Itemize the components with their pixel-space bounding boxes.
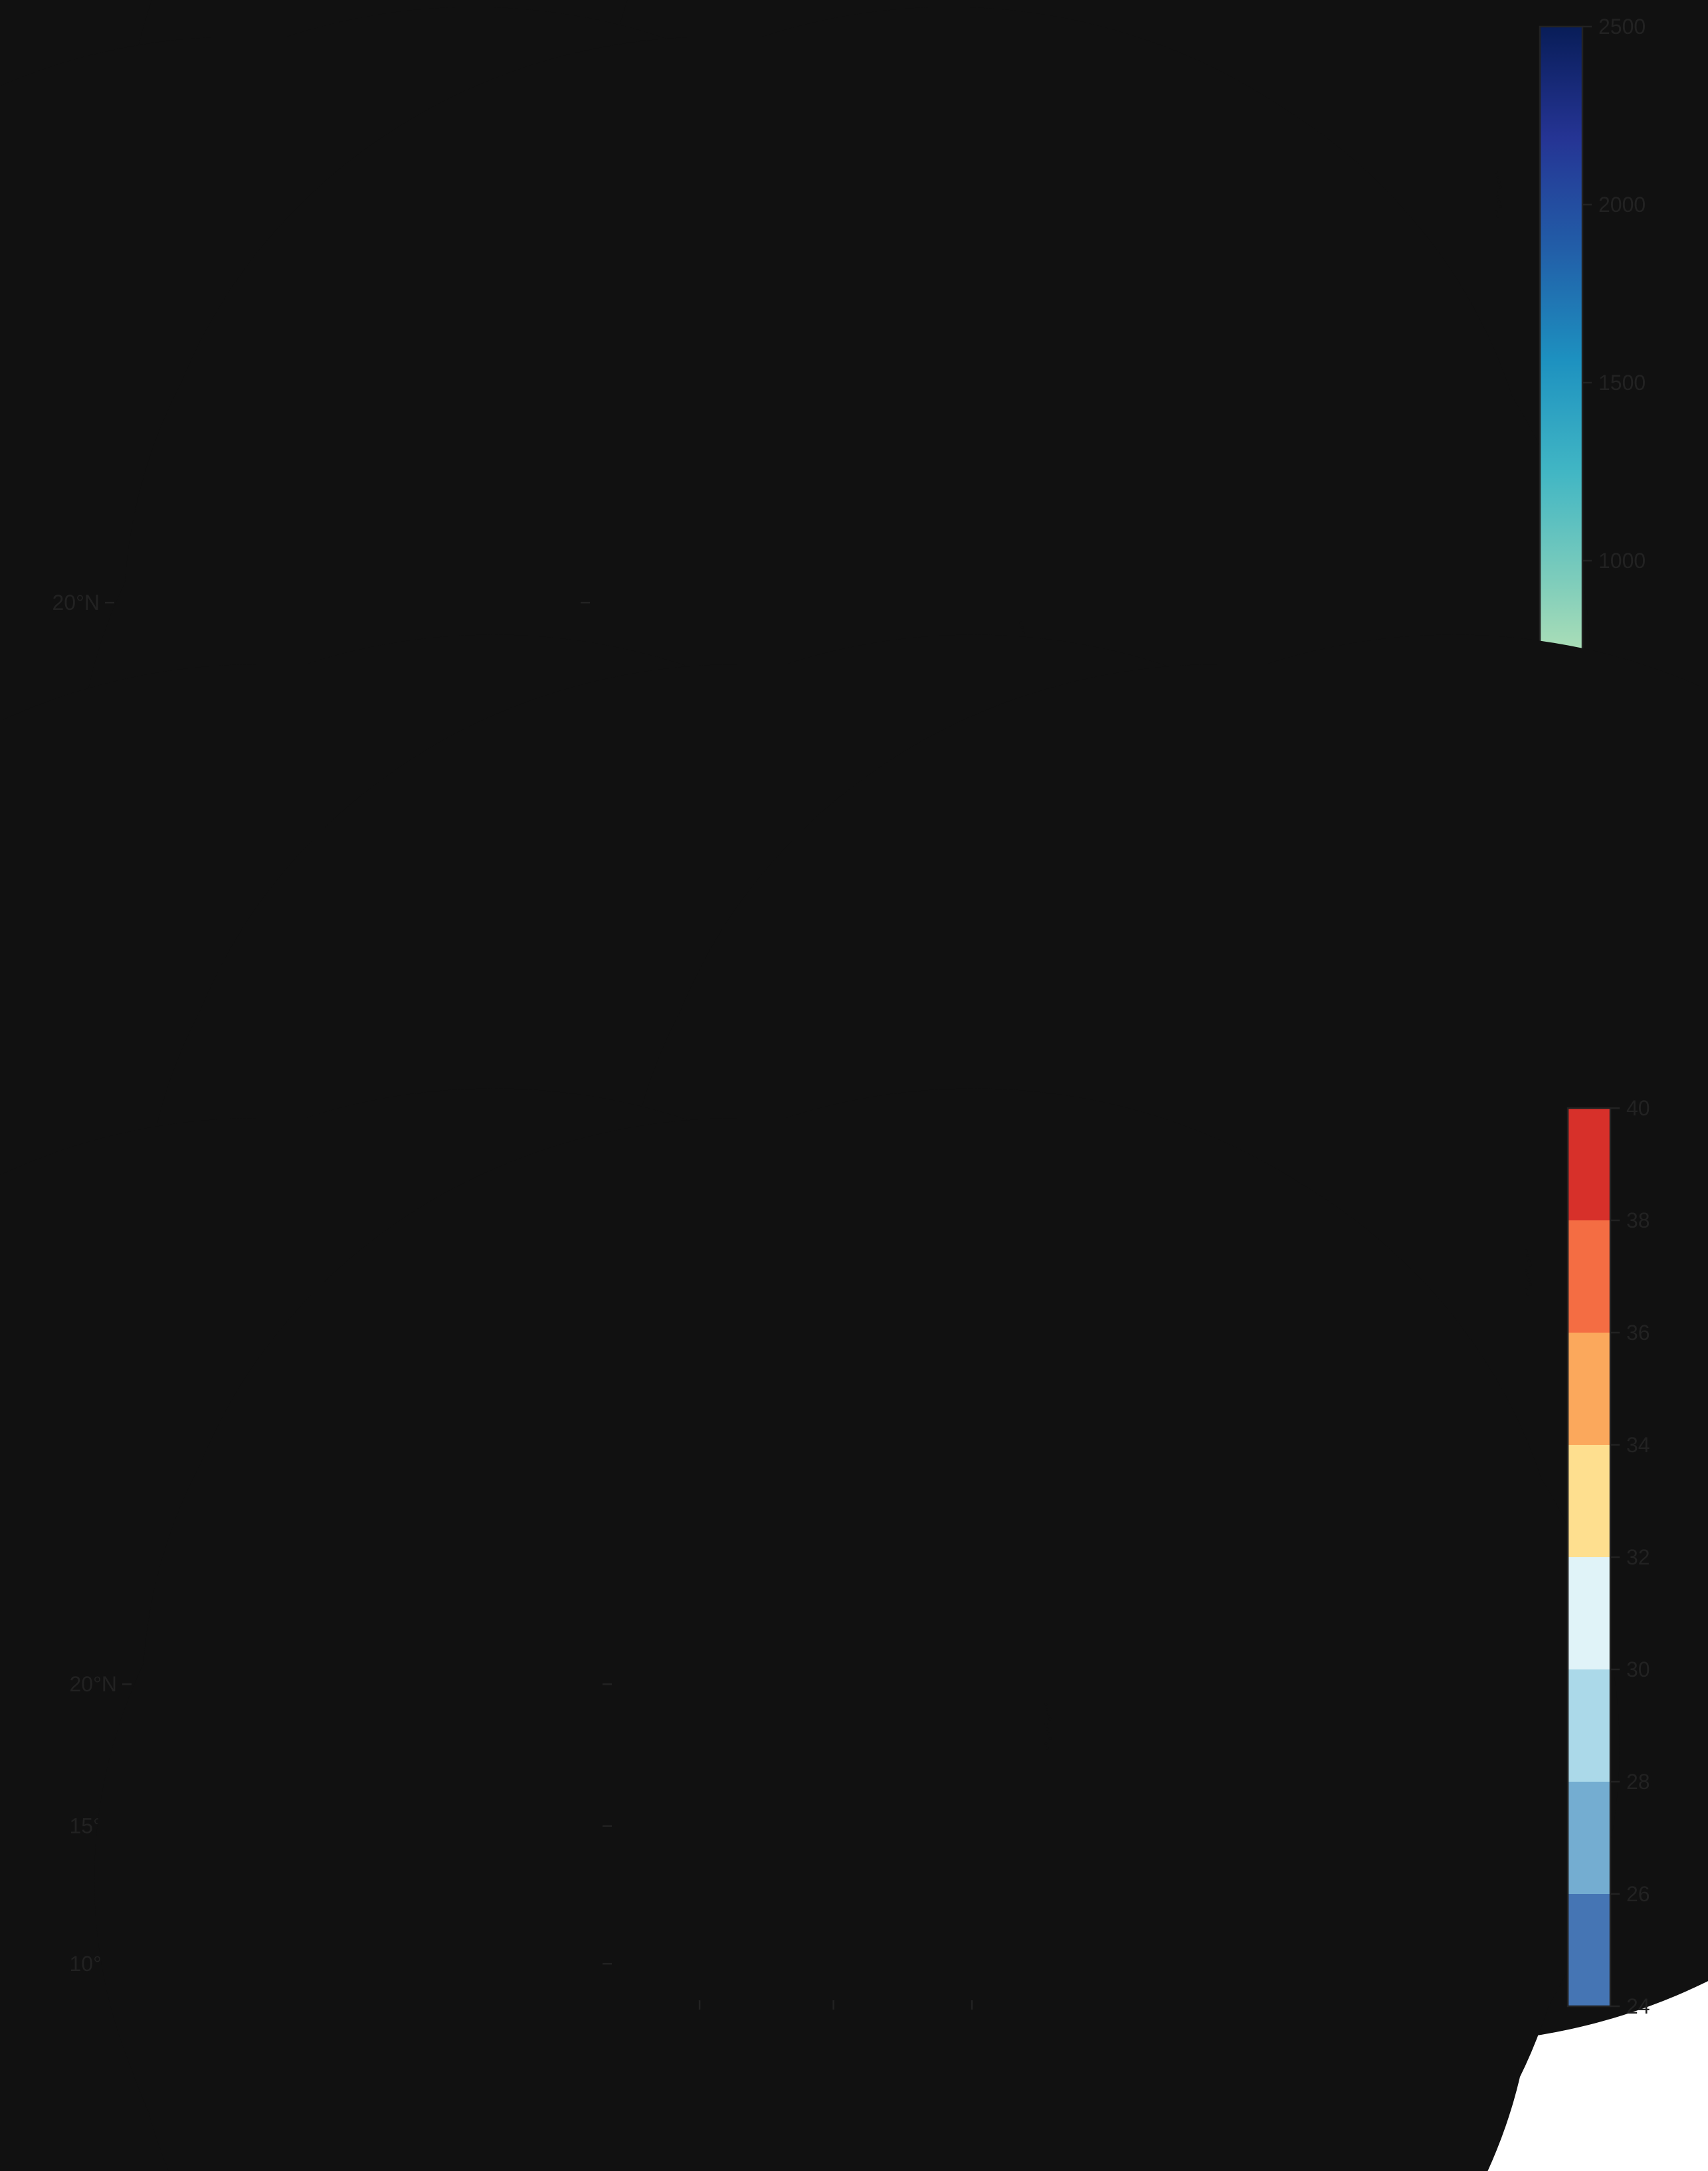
coast-dot [1495, 210, 1498, 213]
colorbar-label: 40 [1626, 1096, 1650, 1120]
coast-dot [1044, 1703, 1048, 1706]
colorbar-label: 28 [1626, 1770, 1650, 1794]
colorbar-label: 30 [1626, 1657, 1650, 1681]
coast-dot [1019, 621, 1022, 624]
coast-dot [1527, 1278, 1531, 1281]
colorbar-label: 24 [1626, 1994, 1650, 2018]
coast-dot [1046, 1708, 1049, 1711]
colorbar-band [1568, 1108, 1610, 1220]
coast-dot [1499, 185, 1502, 189]
colorbar-band [1568, 1894, 1610, 2006]
coast-dot [1496, 176, 1499, 179]
colorbar-label: 2500 [1598, 15, 1646, 39]
coast-dot [1495, 190, 1498, 193]
colorbar-label: 1000 [1598, 549, 1646, 573]
coast-dot [1497, 200, 1501, 203]
coast-dot [1044, 1742, 1048, 1745]
colorbar-band [1568, 1782, 1610, 1894]
coast-dot [1020, 626, 1024, 630]
colorbar-label: 1500 [1598, 371, 1646, 395]
colorbar-band [1568, 1557, 1610, 1669]
coast-dot [1499, 205, 1502, 208]
coast-dot [1529, 1283, 1532, 1286]
colorbar-label: 26 [1626, 1882, 1650, 1906]
coast-dot [1046, 1727, 1049, 1731]
coast-dot [1526, 1293, 1529, 1296]
coast-dot [1525, 1249, 1528, 1252]
coast-dot [1496, 215, 1499, 218]
y-tick-label: 20°N [52, 591, 100, 614]
coast-dot [1047, 1713, 1050, 1716]
country-border [669, 1624, 1044, 1980]
coast-dot [1022, 631, 1025, 634]
coast-dot [1044, 1722, 1048, 1725]
coast-dot [1527, 1259, 1531, 1262]
coast-dot [1495, 171, 1498, 174]
colorbar-band [1568, 1669, 1610, 1782]
coast-dot [1526, 1274, 1529, 1277]
colorbar-band [1568, 1333, 1610, 1445]
coast-dot [1048, 1717, 1052, 1721]
colorbar-label: 34 [1626, 1433, 1650, 1457]
colorbar-band [1568, 1445, 1610, 1557]
colorbar-label: 36 [1626, 1321, 1650, 1345]
y-tick-label: 20°N [70, 1672, 118, 1696]
coast-dot [1048, 1737, 1052, 1740]
coast-dot [1497, 181, 1501, 184]
colorbar-label: 32 [1626, 1545, 1650, 1569]
colorbar-label: 2000 [1598, 193, 1646, 217]
coast-dot [1525, 1268, 1528, 1272]
coast-dot [1525, 1288, 1528, 1291]
coast-dot [1047, 1732, 1050, 1735]
coast-dot [1529, 1264, 1532, 1267]
colorbar-band [1568, 1220, 1610, 1333]
colorbar-temp: 40 38 36 34 32 30 28 26 24 [1566, 1096, 1650, 2018]
coast-dot [1526, 1254, 1529, 1258]
coast-dot [1496, 195, 1499, 199]
colorbar-label: 38 [1626, 1208, 1650, 1232]
map-panel-merra2: MERRA2 [603, 1565, 1074, 2010]
coast-dot [1046, 1746, 1049, 1750]
